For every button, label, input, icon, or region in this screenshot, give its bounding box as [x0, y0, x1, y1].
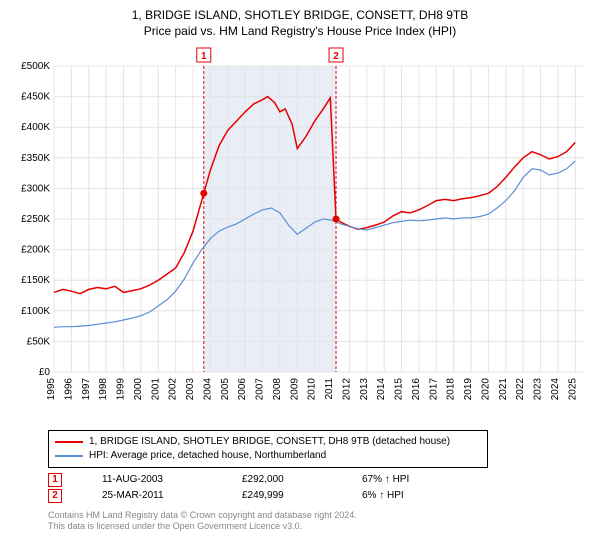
svg-text:1996: 1996 [63, 377, 74, 400]
svg-text:£400K: £400K [21, 122, 50, 133]
svg-text:2019: 2019 [463, 377, 474, 400]
event-delta: 6% ↑ HPI [362, 490, 404, 501]
svg-text:2022: 2022 [515, 377, 526, 400]
svg-text:£150K: £150K [21, 275, 50, 286]
svg-text:2013: 2013 [359, 377, 370, 400]
event-row: 1 11-AUG-2003 £292,000 67% ↑ HPI [48, 472, 590, 488]
svg-text:£50K: £50K [27, 336, 51, 347]
event-marker-box: 1 [48, 473, 62, 487]
svg-text:2005: 2005 [220, 377, 231, 400]
svg-text:1998: 1998 [98, 377, 109, 400]
svg-text:1995: 1995 [46, 377, 57, 400]
svg-text:2: 2 [333, 51, 339, 62]
svg-text:£100K: £100K [21, 305, 50, 316]
chart-subtitle: Price paid vs. HM Land Registry's House … [10, 24, 590, 38]
svg-text:2015: 2015 [394, 377, 405, 400]
legend: 1, BRIDGE ISLAND, SHOTLEY BRIDGE, CONSET… [48, 430, 488, 468]
svg-text:2016: 2016 [411, 377, 422, 400]
svg-text:2004: 2004 [202, 377, 213, 400]
svg-text:2018: 2018 [446, 377, 457, 400]
chart-container: 1, BRIDGE ISLAND, SHOTLEY BRIDGE, CONSET… [0, 0, 600, 560]
svg-text:2003: 2003 [185, 377, 196, 400]
event-table: 1 11-AUG-2003 £292,000 67% ↑ HPI 2 25-MAR-201… [48, 472, 590, 504]
svg-text:1999: 1999 [116, 377, 127, 400]
event-delta: 67% ↑ HPI [362, 474, 409, 485]
svg-text:2023: 2023 [533, 377, 544, 400]
svg-text:1997: 1997 [81, 377, 92, 400]
svg-text:2008: 2008 [272, 377, 283, 400]
svg-text:2014: 2014 [376, 377, 387, 400]
svg-text:£350K: £350K [21, 152, 50, 163]
svg-text:£500K: £500K [21, 61, 50, 72]
svg-text:1: 1 [201, 51, 207, 62]
legend-label: 1, BRIDGE ISLAND, SHOTLEY BRIDGE, CONSET… [89, 436, 450, 447]
svg-text:£200K: £200K [21, 244, 50, 255]
svg-text:2007: 2007 [255, 377, 266, 400]
svg-text:2009: 2009 [289, 377, 300, 400]
chart-title: 1, BRIDGE ISLAND, SHOTLEY BRIDGE, CONSET… [10, 8, 590, 24]
svg-text:2010: 2010 [307, 377, 318, 400]
chart-plot: £0 £50K £100K £150K £200K £250K £300K £350K £400… [10, 42, 590, 424]
footer-line: This data is licensed under the Open Gov… [48, 521, 590, 532]
legend-swatch [55, 455, 83, 457]
legend-swatch [55, 441, 83, 443]
svg-text:2000: 2000 [133, 377, 144, 400]
event-date: 25-MAR-2011 [102, 490, 202, 501]
svg-text:2021: 2021 [498, 377, 509, 400]
svg-text:£450K: £450K [21, 91, 50, 102]
event-price: £292,000 [242, 474, 322, 485]
event-price: £249,999 [242, 490, 322, 501]
legend-item: 1, BRIDGE ISLAND, SHOTLEY BRIDGE, CONSET… [55, 435, 481, 449]
event-row: 2 25-MAR-2011 £249,999 6% ↑ HPI [48, 488, 590, 504]
svg-text:2001: 2001 [150, 377, 161, 400]
svg-text:2017: 2017 [428, 377, 439, 400]
event-date: 11-AUG-2003 [102, 474, 202, 485]
footer-line: Contains HM Land Registry data © Crown c… [48, 510, 590, 521]
svg-text:£250K: £250K [21, 214, 50, 225]
footer-attribution: Contains HM Land Registry data © Crown c… [48, 510, 590, 533]
legend-label: HPI: Average price, detached house, Nort… [89, 450, 326, 461]
svg-text:2025: 2025 [567, 377, 578, 400]
legend-item: HPI: Average price, detached house, Nort… [55, 449, 481, 463]
svg-text:£0: £0 [39, 367, 51, 378]
svg-text:£300K: £300K [21, 183, 50, 194]
svg-text:2020: 2020 [480, 377, 491, 400]
svg-text:2002: 2002 [168, 377, 179, 400]
svg-text:2024: 2024 [550, 377, 561, 400]
svg-text:2006: 2006 [237, 377, 248, 400]
svg-text:2011: 2011 [324, 377, 335, 399]
svg-text:2012: 2012 [341, 377, 352, 400]
event-marker-box: 2 [48, 489, 62, 503]
